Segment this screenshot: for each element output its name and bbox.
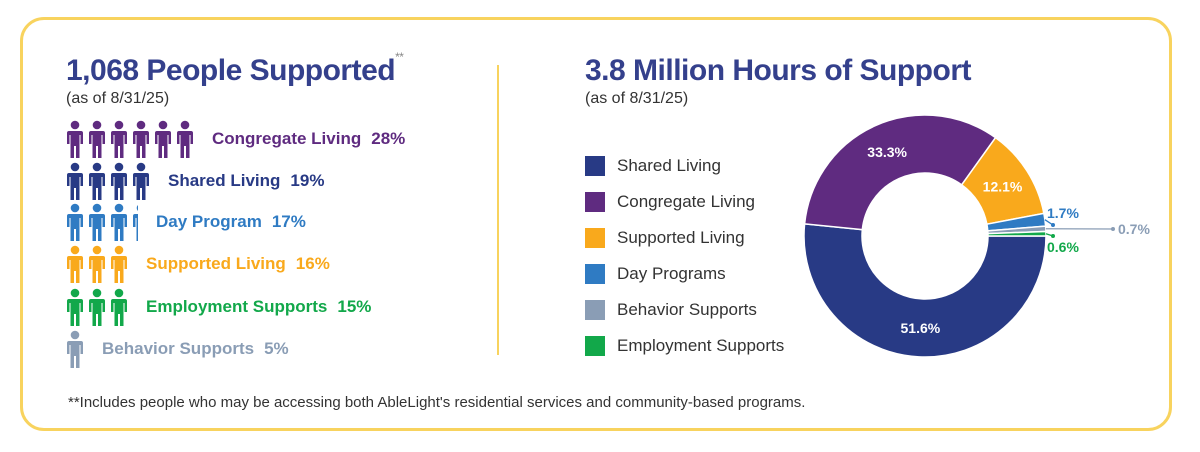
group-percent: 17% <box>271 212 306 231</box>
infographic-card <box>20 17 1172 431</box>
legend-swatch <box>585 156 605 176</box>
person-icon <box>111 120 127 158</box>
person-icon <box>133 120 149 158</box>
person-icon <box>111 162 127 200</box>
person-icon <box>89 162 105 200</box>
leader-dot <box>1111 227 1115 231</box>
legend-item: Supported Living <box>585 220 784 256</box>
legend-swatch <box>585 228 605 248</box>
person-icon <box>67 162 83 200</box>
person-icons <box>66 245 128 283</box>
person-icons <box>66 203 138 241</box>
legend-swatch <box>585 336 605 356</box>
hours-title: 3.8 Million Hours of Support <box>585 54 972 87</box>
group-percent: 16% <box>295 254 330 273</box>
person-icon <box>133 162 149 200</box>
donut-slice <box>987 230 1047 237</box>
people-group-label: Employment Supports 15% <box>146 297 371 317</box>
legend-item: Shared Living <box>585 148 784 184</box>
person-icon <box>67 120 83 158</box>
slice-label: 33.3% <box>867 144 907 160</box>
legend-swatch <box>585 264 605 284</box>
people-group-label: Shared Living 19% <box>168 171 324 191</box>
person-icon <box>67 203 83 241</box>
person-icon <box>111 203 127 241</box>
person-icons <box>66 120 194 158</box>
donut-slice <box>803 223 1047 358</box>
legend-item: Day Programs <box>585 256 784 292</box>
people-group-row: Behavior Supports 5% <box>66 330 289 368</box>
people-group-label: Behavior Supports 5% <box>102 339 289 359</box>
person-icon <box>111 288 127 326</box>
group-name: Day Program <box>156 212 262 231</box>
person-icon <box>89 245 105 283</box>
person-icon <box>89 203 105 241</box>
person-icon <box>111 245 127 283</box>
people-group-row: Congregate Living 28% <box>66 120 405 158</box>
person-icons <box>66 330 84 368</box>
hours-subtitle: (as of 8/31/25) <box>585 90 689 107</box>
legend-item: Congregate Living <box>585 184 784 220</box>
person-icon <box>177 120 193 158</box>
people-group-label: Day Program 17% <box>156 212 306 232</box>
group-name: Congregate Living <box>212 129 362 148</box>
group-percent: 28% <box>371 129 406 148</box>
legend-label: Day Programs <box>617 264 726 283</box>
people-group-row: Employment Supports 15% <box>66 288 371 326</box>
slice-label: 0.6% <box>1047 239 1079 255</box>
footnote: **Includes people who may be accessing b… <box>68 394 806 411</box>
legend-item: Employment Supports <box>585 328 784 364</box>
person-icon <box>133 204 138 241</box>
slice-label: 1.7% <box>1047 205 1079 221</box>
slice-label: 12.1% <box>983 178 1023 194</box>
group-name: Shared Living <box>168 171 281 190</box>
group-percent: 5% <box>264 339 289 358</box>
person-icons <box>66 288 128 326</box>
legend-label: Congregate Living <box>617 192 755 211</box>
people-title: 1,068 People Supported** <box>66 50 404 87</box>
chart-legend: Shared Living Congregate Living Supported … <box>585 148 784 364</box>
divider <box>497 65 499 355</box>
people-group-label: Congregate Living 28% <box>212 129 405 149</box>
legend-item: Behavior Supports <box>585 292 784 328</box>
person-icons <box>66 162 150 200</box>
group-percent: 19% <box>290 171 325 190</box>
legend-label: Behavior Supports <box>617 300 757 319</box>
group-name: Behavior Supports <box>102 339 255 358</box>
group-name: Employment Supports <box>146 297 328 316</box>
people-subtitle: (as of 8/31/25) <box>66 90 170 107</box>
person-icon <box>67 245 83 283</box>
slice-label: 0.7% <box>1118 221 1150 237</box>
person-icon <box>89 288 105 326</box>
people-group-row: Shared Living 19% <box>66 162 324 200</box>
donut-slice <box>803 114 997 231</box>
slice-label: 51.6% <box>901 320 941 336</box>
legend-label: Supported Living <box>617 228 745 247</box>
group-percent: 15% <box>337 297 372 316</box>
footnote-mark: ** <box>395 50 404 64</box>
person-icon <box>155 120 171 158</box>
person-icon <box>67 288 83 326</box>
people-group-label: Supported Living 16% <box>146 254 330 274</box>
legend-swatch <box>585 192 605 212</box>
person-icon <box>89 120 105 158</box>
people-group-row: Day Program 17% <box>66 203 306 241</box>
leader-dot <box>1051 234 1055 238</box>
person-icon <box>67 330 83 368</box>
legend-swatch <box>585 300 605 320</box>
group-name: Supported Living <box>146 254 286 273</box>
legend-label: Shared Living <box>617 156 721 175</box>
people-group-row: Supported Living 16% <box>66 245 330 283</box>
legend-label: Employment Supports <box>617 336 785 355</box>
leader-dot <box>1051 223 1055 227</box>
